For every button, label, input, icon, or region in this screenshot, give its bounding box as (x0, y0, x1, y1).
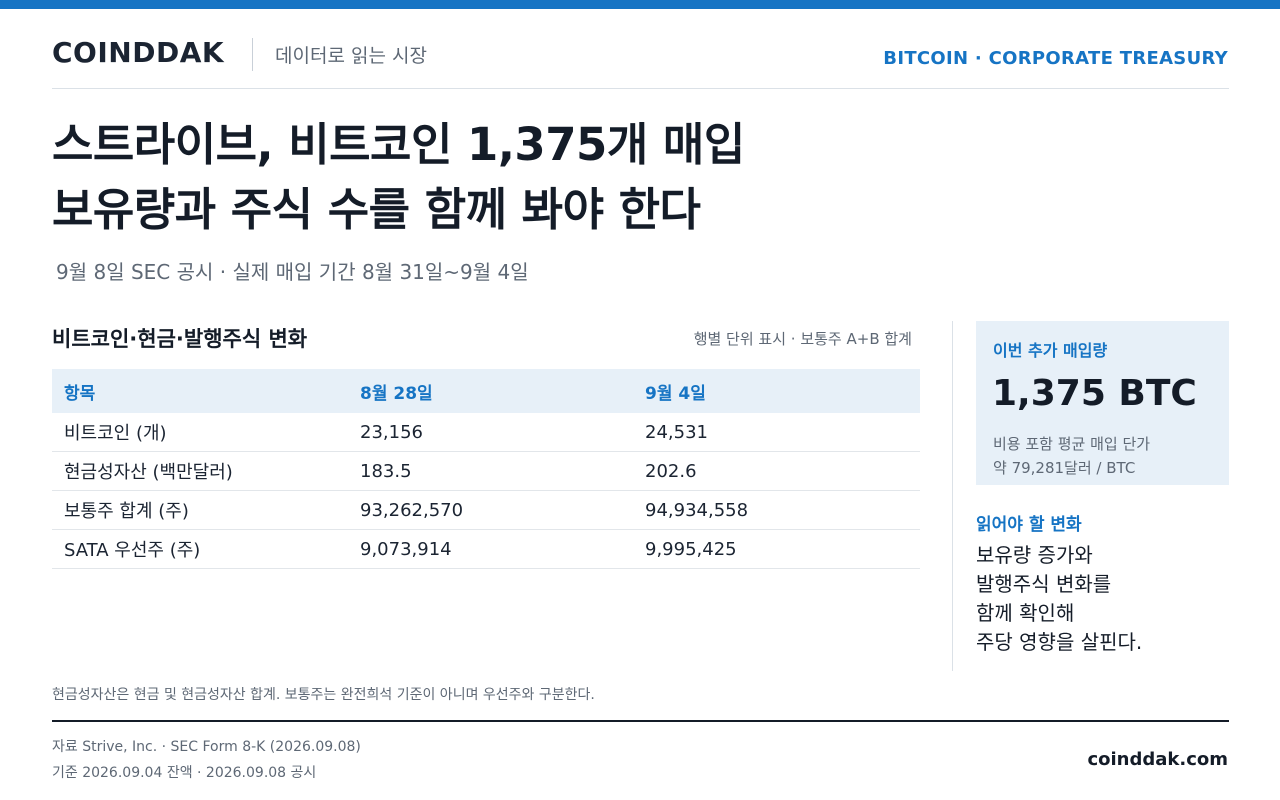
row-value-sep: 9,995,425 (645, 529, 920, 569)
read-line: 주당 영향을 살핀다. (976, 630, 1143, 654)
table-row: SATA 우선주 (주) 9,073,914 9,995,425 (52, 529, 920, 569)
read-heading: 읽어야 할 변화 (976, 515, 1082, 535)
callout-label: 이번 추가 매입량 (993, 341, 1108, 360)
callout-value: 1,375 BTC (992, 373, 1197, 414)
row-value-aug: 183.5 (360, 451, 645, 491)
headline-line-2: 보유량과 주식 수를 함께 봐야 한다 (52, 183, 701, 236)
read-body: 보유량 증가와 발행주식 변화를 함께 확인해 주당 영향을 살핀다. (976, 541, 1142, 657)
row-value-sep: 202.6 (645, 451, 920, 491)
row-value-sep: 24,531 (645, 413, 920, 452)
header-aug-28: 8월 28일 (360, 369, 645, 413)
table-title: 비트코인·현금·발행주식 변화 (52, 327, 308, 351)
callout-note-line-1: 비용 포함 평균 매입 단가 (993, 435, 1151, 453)
holdings-table: 항목 8월 28일 9월 4일 비트코인 (개) 23,156 24,531 현… (52, 369, 920, 569)
table-row: 비트코인 (개) 23,156 24,531 (52, 413, 920, 452)
section-label[interactable]: BITCOIN · CORPORATE TREASURY (883, 48, 1228, 69)
article-subline: 9월 8일 SEC 공시 · 실제 매입 기간 8월 31일~9월 4일 (56, 260, 529, 284)
read-line: 함께 확인해 (976, 601, 1075, 625)
footnote: 현금성자산은 현금 및 현금성자산 합계. 보통주는 완전희석 기준이 아니며 … (52, 687, 595, 703)
read-line: 발행주식 변화를 (976, 572, 1112, 596)
table-header-row: 항목 8월 28일 9월 4일 (52, 369, 920, 413)
purchase-callout: 이번 추가 매입량 1,375 BTC 비용 포함 평균 매입 단가 약 79,… (976, 321, 1229, 485)
logo-divider (252, 38, 253, 71)
site-logo[interactable]: COINDDAK (52, 36, 225, 69)
header-item: 항목 (52, 369, 360, 413)
read-line: 보유량 증가와 (976, 543, 1093, 567)
row-value-aug: 23,156 (360, 413, 645, 452)
article-headline: 스트라이브, 비트코인 1,375개 매입 보유량과 주식 수를 함께 봐야 한… (52, 112, 745, 242)
sidebar-divider (952, 321, 953, 671)
row-label: 보통주 합계 (주) (52, 490, 360, 530)
row-value-sep: 94,934,558 (645, 490, 920, 530)
header-divider (52, 88, 1229, 89)
table-note: 행별 단위 표시 · 보통주 A+B 합계 (693, 330, 912, 348)
row-value-aug: 93,262,570 (360, 490, 645, 530)
row-label: 현금성자산 (백만달러) (52, 451, 360, 491)
table-row: 보통주 합계 (주) 93,262,570 94,934,558 (52, 490, 920, 530)
row-label: SATA 우선주 (주) (52, 529, 360, 569)
top-accent-bar (0, 0, 1280, 9)
site-url[interactable]: coinddak.com (1087, 749, 1228, 770)
footer-divider (52, 720, 1229, 722)
row-value-aug: 9,073,914 (360, 529, 645, 569)
callout-note-line-2: 약 79,281달러 / BTC (993, 459, 1136, 477)
site-tagline: 데이터로 읽는 시장 (275, 45, 427, 67)
table-row: 현금성자산 (백만달러) 183.5 202.6 (52, 451, 920, 491)
source-line: 자료 Strive, Inc. · SEC Form 8-K (2026.09.… (52, 739, 361, 755)
headline-line-1: 스트라이브, 비트코인 1,375개 매입 (52, 118, 745, 171)
row-label: 비트코인 (개) (52, 413, 360, 452)
header-sep-4: 9월 4일 (645, 369, 920, 413)
basis-line: 기준 2026.09.04 잔액 · 2026.09.08 공시 (52, 765, 317, 781)
